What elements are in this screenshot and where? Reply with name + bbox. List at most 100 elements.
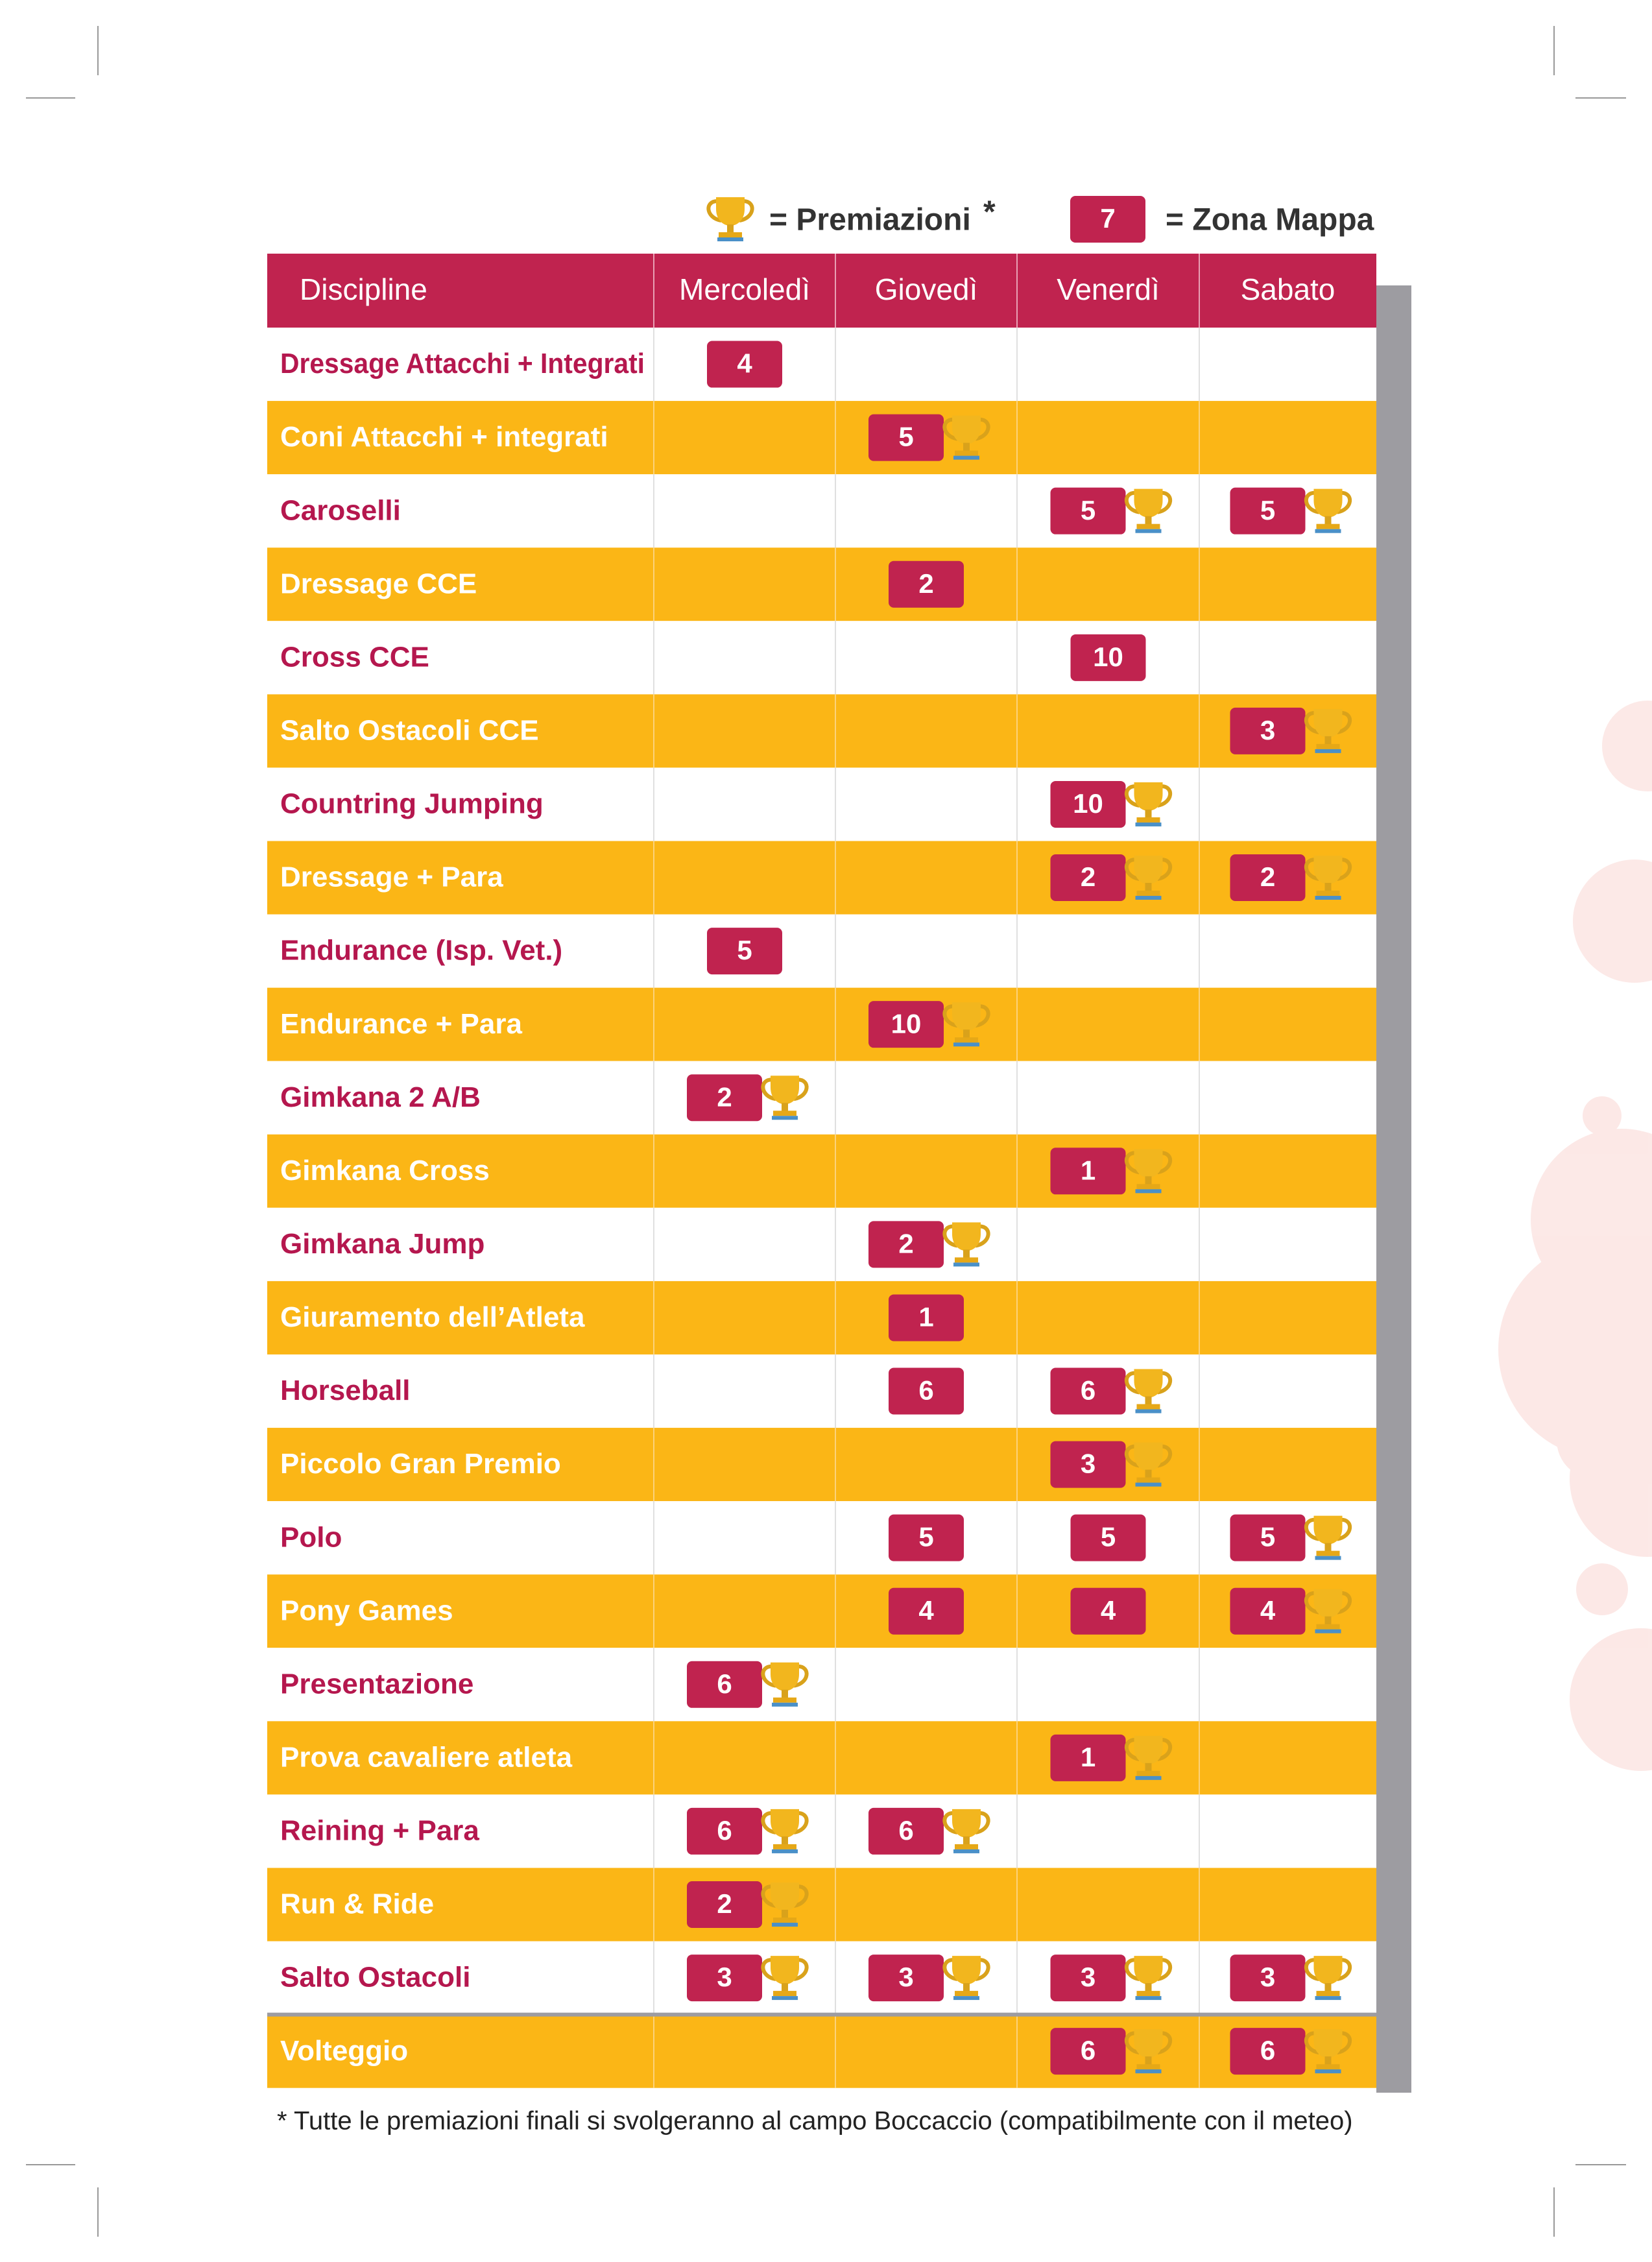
trophy-stem — [1324, 1983, 1332, 1993]
zone-badge — [889, 1514, 964, 1561]
schedule-cell: 6 — [687, 1661, 809, 1708]
schedule-cell: 3 — [1050, 1441, 1173, 1488]
zone-number: 1 — [1081, 1742, 1095, 1772]
trophy-stem — [782, 1689, 788, 1699]
zone-number: 10 — [1093, 642, 1123, 672]
zone-number: 6 — [918, 1375, 933, 1406]
schedule-cell: 3 — [1230, 1955, 1352, 2002]
trophy-stem — [782, 1910, 788, 1919]
discipline-name: Salto Ostacoli — [280, 1962, 470, 1993]
schedule-cell: 2 — [687, 1074, 809, 1122]
zone-number: 1 — [918, 1302, 933, 1332]
trophy-plinth — [1135, 2069, 1162, 2074]
row-background — [267, 2014, 1376, 2088]
row-background — [267, 1941, 1376, 2015]
table: Discipline Mercoledì Giovedì Venerdì Sabato D… — [267, 254, 1376, 2088]
trophy-stem — [1145, 1396, 1152, 1406]
trophy-stem — [1145, 2056, 1152, 2066]
zone-number: 2 — [898, 1228, 913, 1258]
row-background — [267, 401, 1376, 475]
trophy-cup — [952, 1002, 981, 1031]
zone-number: 10 — [1073, 788, 1103, 819]
zone-number: 5 — [1260, 1522, 1275, 1552]
trophy-cup — [771, 1956, 799, 1985]
discipline-name: Gimkana 2 A/B — [280, 1081, 481, 1113]
trophy-cup — [1313, 856, 1343, 885]
trophy-plinth — [772, 1702, 798, 1707]
table-row: Piccolo Gran Premio 3 — [267, 1428, 1376, 1502]
discipline-name: Prova cavaliere atleta — [280, 1741, 573, 1773]
legend-award-text: = Premiazioni — [769, 203, 971, 237]
trophy-stem — [782, 1103, 788, 1113]
trophy-icon — [706, 197, 754, 241]
zone-number: 10 — [891, 1008, 922, 1039]
zone-number: 4 — [1101, 1595, 1116, 1626]
schedule-cell: 2 — [868, 1221, 990, 1268]
table-row: Pony Games 4 4 4 — [267, 1574, 1376, 1648]
discipline-name: Polo — [280, 1521, 342, 1553]
trophy-cup — [1134, 488, 1163, 518]
trophy-base — [955, 450, 978, 456]
row-background — [267, 841, 1376, 915]
trophy-base — [1136, 1404, 1160, 1410]
table-row: Polo 5 5 5 — [267, 1501, 1376, 1575]
row-background — [267, 328, 1376, 402]
trophy-stem — [963, 1836, 970, 1846]
column-header: Mercoledì — [679, 272, 810, 306]
table-row: Dressage + Para 2 2 — [267, 841, 1376, 915]
trophy-cup — [1134, 1735, 1163, 1764]
discipline-name: Giuramento dell’Atleta — [280, 1301, 585, 1333]
trophy-base — [1136, 2064, 1160, 2070]
zone-badge — [868, 1955, 944, 2002]
crop-marks — [26, 26, 1626, 2237]
trophy-cup — [1313, 708, 1343, 738]
trophy-icon — [761, 1076, 809, 1120]
zone-number: 2 — [1260, 861, 1275, 892]
row-background — [267, 474, 1376, 548]
row-background — [267, 1207, 1376, 1281]
trophy-plinth — [1135, 529, 1162, 533]
trophy-base — [955, 1037, 978, 1043]
trophy-base — [773, 1991, 796, 1997]
zone-badge — [1230, 854, 1306, 902]
schedule-cell: 5 — [707, 928, 782, 975]
column-header: Giovedì — [875, 272, 978, 306]
row-background — [267, 1501, 1376, 1575]
trophy-icon — [761, 1883, 809, 1927]
trophy-base — [955, 1257, 978, 1263]
zone-badge — [1230, 487, 1306, 535]
trophy-plinth — [772, 1116, 798, 1120]
trophy-handles — [1124, 1151, 1173, 1175]
trophy-plinth — [1135, 1775, 1162, 1780]
trophy-base — [1136, 1477, 1160, 1483]
table-row: Presentazione 6 — [267, 1648, 1376, 1722]
trophy-base — [1316, 523, 1340, 529]
trophy-plinth — [1135, 1996, 1162, 2001]
trophy-stem — [1145, 809, 1152, 819]
zone-badge — [1050, 1955, 1126, 2002]
zone-badge — [868, 414, 944, 461]
trophy-stem — [1145, 1176, 1152, 1186]
zone-badge — [1050, 487, 1126, 535]
trophy-cup — [1313, 2029, 1343, 2058]
schedule-cell: 2 — [1230, 854, 1352, 902]
zone-number: 5 — [918, 1522, 933, 1552]
zone-badge — [1070, 1514, 1146, 1561]
zone-number: 4 — [918, 1595, 934, 1626]
zone-number: 5 — [1081, 495, 1095, 525]
table-row: Caroselli 5 5 — [267, 474, 1376, 548]
discipline-name: Endurance + Para — [280, 1008, 522, 1040]
zone-badge — [1050, 1441, 1126, 1488]
discipline-name: Horseball — [280, 1375, 411, 1406]
trophy-icon — [1304, 488, 1352, 533]
trophy-icon — [1304, 1589, 1352, 1633]
trophy-base — [1316, 1624, 1340, 1630]
legend: = Premiazioni * 7 = Zona Mappa — [706, 195, 1374, 243]
trophy-icon — [761, 1956, 809, 2001]
trophy-icon — [1124, 782, 1173, 826]
trophy-cup — [1134, 856, 1163, 885]
table-row: Cross CCE 10 — [267, 621, 1376, 695]
zone-number: 4 — [737, 348, 752, 379]
trophy-cup — [771, 1662, 799, 1691]
schedule-cell: 6 — [1050, 2028, 1173, 2075]
